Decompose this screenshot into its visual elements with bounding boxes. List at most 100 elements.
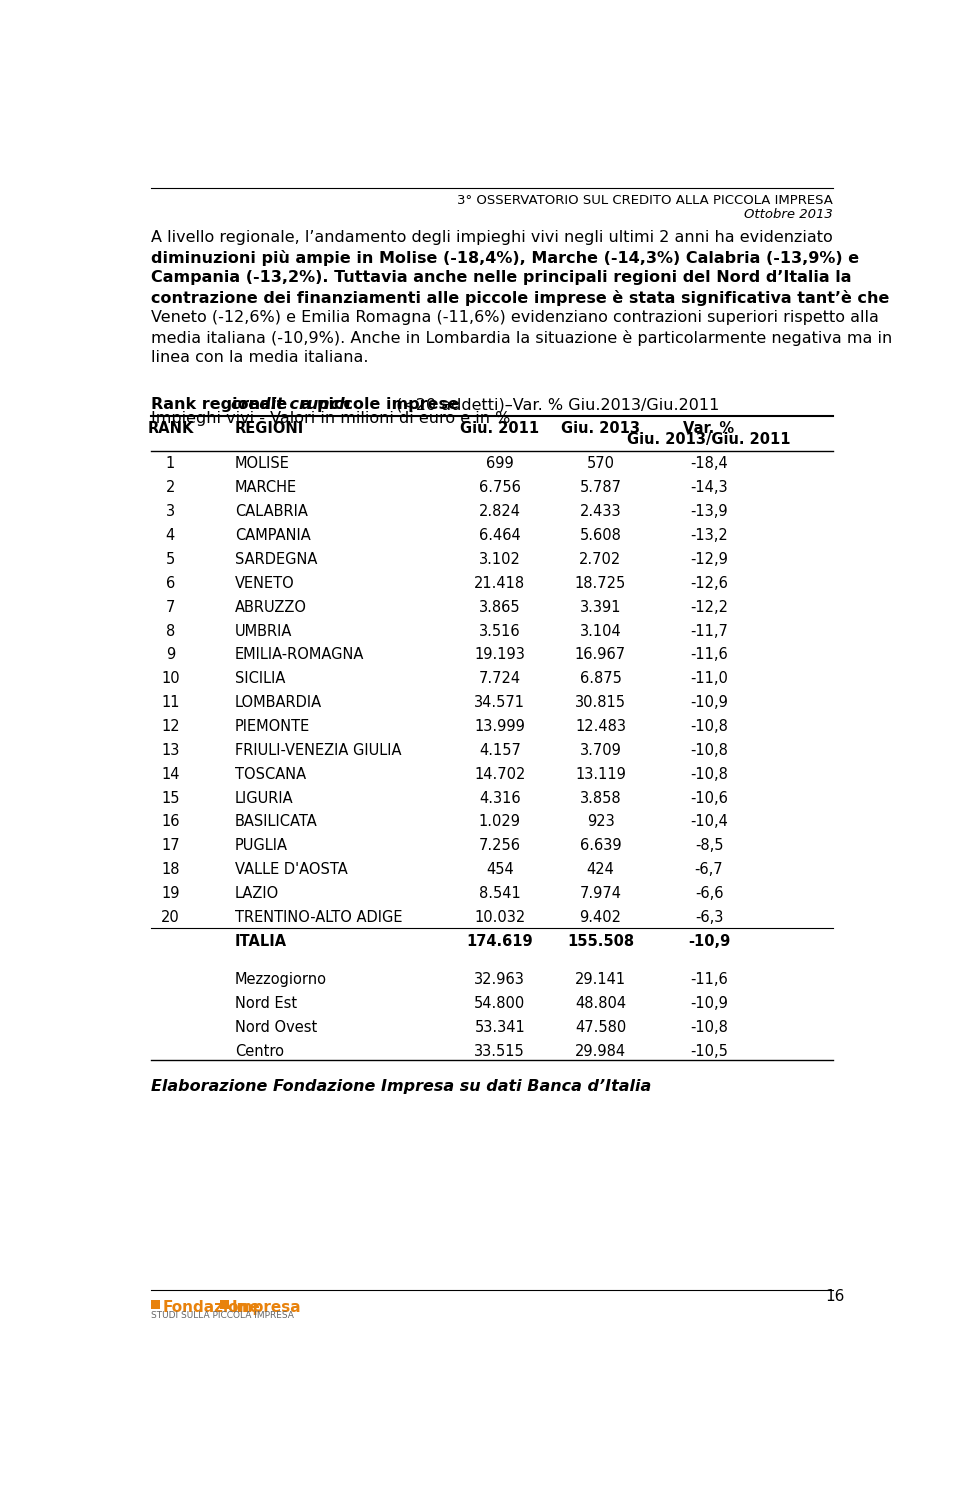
Text: 18: 18	[161, 862, 180, 877]
Text: -10,8: -10,8	[690, 742, 728, 758]
Text: 3.102: 3.102	[479, 552, 520, 567]
Text: 3: 3	[166, 504, 175, 519]
Text: 16: 16	[826, 1288, 845, 1304]
Text: 454: 454	[486, 862, 514, 877]
Text: PIEMONTE: PIEMONTE	[234, 718, 310, 734]
Text: 15: 15	[161, 790, 180, 806]
Text: Mezzogiorno: Mezzogiorno	[234, 972, 326, 987]
Bar	[220, 1299, 229, 1310]
Text: UMBRIA: UMBRIA	[234, 624, 292, 639]
Text: LOMBARDIA: LOMBARDIA	[234, 694, 322, 709]
Text: VENETO: VENETO	[234, 576, 295, 591]
Text: Ottobre 2013: Ottobre 2013	[744, 207, 833, 220]
Text: LIGURIA: LIGURIA	[234, 790, 294, 806]
Text: ITALIA: ITALIA	[234, 934, 287, 950]
Text: contrazione dei finanziamenti alle piccole imprese è stata significativa tant’è : contrazione dei finanziamenti alle picco…	[151, 290, 889, 306]
Text: -10,9: -10,9	[690, 996, 728, 1011]
Text: 2.433: 2.433	[580, 504, 621, 519]
Text: 8.541: 8.541	[479, 886, 520, 902]
Text: A livello regionale, l’andamento degli impieghi vivi negli ultimi 2 anni ha evid: A livello regionale, l’andamento degli i…	[151, 230, 832, 244]
Text: VALLE D'AOSTA: VALLE D'AOSTA	[234, 862, 348, 877]
Text: 155.508: 155.508	[567, 934, 634, 950]
Text: 4.316: 4.316	[479, 790, 520, 806]
Text: BASILICATA: BASILICATA	[234, 815, 318, 830]
Text: -6,6: -6,6	[695, 886, 723, 902]
Text: FRIULI-VENEZIA GIULIA: FRIULI-VENEZIA GIULIA	[234, 742, 401, 758]
Text: 3° OSSERVATORIO SUL CREDITO ALLA PICCOLA IMPRESA: 3° OSSERVATORIO SUL CREDITO ALLA PICCOLA…	[457, 194, 833, 207]
Text: -11,6: -11,6	[690, 648, 728, 663]
Text: -12,2: -12,2	[690, 600, 728, 615]
Text: -10,5: -10,5	[690, 1044, 728, 1059]
Text: 5: 5	[166, 552, 175, 567]
Text: 11: 11	[161, 694, 180, 709]
Text: 14: 14	[161, 766, 180, 782]
Text: 48.804: 48.804	[575, 996, 626, 1011]
Text: 12.483: 12.483	[575, 718, 626, 734]
Text: 29.984: 29.984	[575, 1044, 626, 1059]
Text: 12: 12	[161, 718, 180, 734]
Text: -6,7: -6,7	[695, 862, 723, 877]
Text: -10,6: -10,6	[690, 790, 728, 806]
Text: 5.608: 5.608	[580, 528, 621, 543]
Text: 3.865: 3.865	[479, 600, 520, 615]
Text: -12,6: -12,6	[690, 576, 728, 591]
Text: 5.787: 5.787	[580, 480, 621, 495]
Text: -18,4: -18,4	[690, 456, 728, 471]
Text: 2: 2	[166, 480, 175, 495]
Text: Veneto (-12,6%) e Emilia Romagna (-11,6%) evidenziano contrazioni superiori risp: Veneto (-12,6%) e Emilia Romagna (-11,6%…	[151, 310, 878, 326]
Text: -12,9: -12,9	[690, 552, 728, 567]
Text: Nord Ovest: Nord Ovest	[234, 1020, 317, 1035]
Text: a piccole imprese: a piccole imprese	[295, 398, 459, 412]
Text: 16.967: 16.967	[575, 648, 626, 663]
Text: -10,8: -10,8	[690, 766, 728, 782]
Text: 424: 424	[587, 862, 614, 877]
Text: 14.702: 14.702	[474, 766, 525, 782]
Text: 174.619: 174.619	[467, 934, 533, 950]
Text: 7.974: 7.974	[580, 886, 621, 902]
Text: SARDEGNA: SARDEGNA	[234, 552, 317, 567]
Text: linea con la media italiana.: linea con la media italiana.	[151, 350, 369, 364]
Text: 10.032: 10.032	[474, 910, 525, 926]
Text: 19: 19	[161, 886, 180, 902]
Text: 13: 13	[161, 742, 180, 758]
Text: 3.709: 3.709	[580, 742, 621, 758]
Text: 2.824: 2.824	[479, 504, 520, 519]
Text: 8: 8	[166, 624, 175, 639]
Text: MARCHE: MARCHE	[234, 480, 297, 495]
Text: 6.756: 6.756	[479, 480, 520, 495]
Text: 20: 20	[161, 910, 180, 926]
Text: Giu. 2013: Giu. 2013	[561, 422, 640, 436]
Text: Giu. 2011: Giu. 2011	[460, 422, 540, 436]
Text: 19.193: 19.193	[474, 648, 525, 663]
Text: 3.391: 3.391	[580, 600, 621, 615]
Text: -6,3: -6,3	[695, 910, 723, 926]
Text: 6.875: 6.875	[580, 672, 621, 687]
Text: EMILIA-ROMAGNA: EMILIA-ROMAGNA	[234, 648, 364, 663]
Text: 4: 4	[166, 528, 175, 543]
Text: ABRUZZO: ABRUZZO	[234, 600, 306, 615]
Text: TRENTINO-ALTO ADIGE: TRENTINO-ALTO ADIGE	[234, 910, 402, 926]
Text: -10,9: -10,9	[688, 934, 731, 950]
Text: 9.402: 9.402	[580, 910, 621, 926]
Text: Rank regionale: Rank regionale	[151, 398, 293, 412]
Text: 47.580: 47.580	[575, 1020, 626, 1035]
Text: 9: 9	[166, 648, 175, 663]
Text: 3.104: 3.104	[580, 624, 621, 639]
Text: 29.141: 29.141	[575, 972, 626, 987]
Text: media italiana (-10,9%). Anche in Lombardia la situazione è particolarmente nega: media italiana (-10,9%). Anche in Lombar…	[151, 330, 892, 346]
Text: 570: 570	[587, 456, 614, 471]
Text: 6.464: 6.464	[479, 528, 520, 543]
Text: 53.341: 53.341	[474, 1020, 525, 1035]
Text: TOSCANA: TOSCANA	[234, 766, 306, 782]
Text: CAMPANIA: CAMPANIA	[234, 528, 310, 543]
Text: REGIONI: REGIONI	[234, 422, 304, 436]
Text: 6.639: 6.639	[580, 839, 621, 854]
Text: Impresa: Impresa	[231, 1299, 301, 1314]
Text: 17: 17	[161, 839, 180, 854]
Text: 33.515: 33.515	[474, 1044, 525, 1059]
Text: RANK: RANK	[147, 422, 194, 436]
Text: 3.858: 3.858	[580, 790, 621, 806]
Text: Giu. 2013/Giu. 2011: Giu. 2013/Giu. 2011	[627, 432, 791, 447]
Text: -14,3: -14,3	[690, 480, 728, 495]
Text: 13.119: 13.119	[575, 766, 626, 782]
